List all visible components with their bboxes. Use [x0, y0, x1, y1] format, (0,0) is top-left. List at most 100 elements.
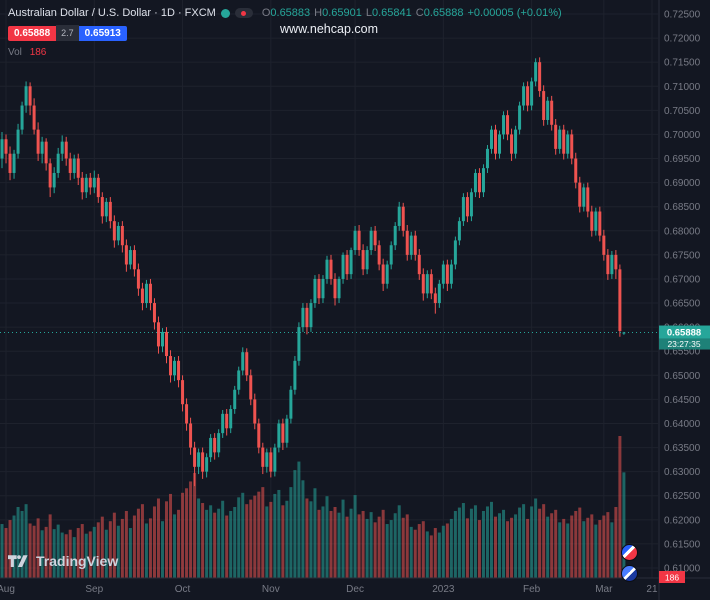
price-axis-label: 0.64000 [664, 419, 701, 430]
candle-body [76, 158, 80, 178]
candle-body [0, 139, 4, 159]
symbol-title[interactable]: Australian Dollar / U.S. Dollar · 1D · F… [8, 7, 216, 19]
candle-body [522, 86, 526, 106]
candle-body [618, 269, 622, 331]
volume-bar [445, 523, 449, 578]
volume-bar [205, 509, 209, 578]
candle-body [229, 409, 233, 429]
volume-bar [156, 498, 160, 578]
candle-body [124, 245, 128, 265]
volume-bar [108, 521, 112, 578]
volume-bar [136, 508, 140, 578]
sell-button[interactable]: 0.65888 [8, 25, 57, 41]
high-value: 0.65901 [322, 7, 362, 19]
volume-bar [526, 518, 530, 578]
volume-bar [337, 512, 341, 578]
volume-label: Vol [8, 47, 22, 58]
volume-bar [221, 500, 225, 578]
volume-bar [80, 524, 84, 578]
countdown-text: 23:27:35 [667, 339, 700, 349]
volume-bar [289, 487, 293, 578]
candle-body [566, 134, 570, 154]
candle-body [88, 177, 92, 188]
legend-toggle-icon[interactable] [234, 8, 253, 18]
time-axis-label: Dec [346, 584, 364, 595]
volume-bar [437, 532, 441, 578]
volume-bar [285, 500, 289, 578]
volume-bar [0, 524, 4, 578]
volume-bar [88, 531, 92, 578]
volume-bar [209, 505, 213, 578]
volume-bar [104, 529, 108, 578]
close-label: C [415, 7, 424, 19]
candle-body [369, 230, 373, 251]
volume-bar [148, 518, 152, 578]
price-axis-label: 0.64500 [664, 395, 701, 406]
volume-bar [60, 532, 64, 578]
volume-bar [421, 521, 425, 578]
volume-bar [345, 516, 349, 578]
candle-body [425, 274, 429, 294]
status-dot-icon[interactable] [220, 8, 230, 18]
candle-body [205, 457, 209, 472]
candle-body [405, 230, 409, 255]
candle-body [209, 437, 213, 458]
price-axis-label: 0.69500 [664, 154, 701, 165]
volume-bar [510, 517, 514, 578]
candle-body [614, 254, 618, 270]
volume-bar [76, 528, 80, 578]
volume-bar [120, 518, 124, 578]
volume-bar [140, 504, 144, 578]
candle-body [457, 221, 461, 241]
volume-bar [313, 488, 317, 578]
volume-bar [197, 498, 201, 578]
volume-bar [281, 505, 285, 578]
candle-body [273, 447, 277, 472]
candle-body [253, 399, 257, 424]
volume-bar [173, 514, 177, 578]
candle-body [193, 447, 197, 467]
volume-bar [385, 524, 389, 578]
volume-bar [558, 522, 562, 578]
candle-body [12, 153, 16, 173]
candle-body [313, 278, 317, 304]
candle-body [538, 62, 542, 92]
volume-bar [24, 504, 28, 578]
volume-bar [52, 529, 56, 578]
volume-bar [457, 507, 461, 578]
candle-body [177, 360, 181, 381]
volume-bar [20, 510, 24, 578]
price-axis-label: 0.61500 [664, 539, 701, 550]
countdown-tag [659, 338, 710, 350]
candle-body [602, 235, 606, 255]
tradingview-logo[interactable]: TradingView [8, 553, 118, 569]
bid-ask-widget: 0.65888 2.7 0.65913 [8, 25, 127, 41]
candle-body [361, 250, 365, 270]
candle-body [317, 278, 321, 299]
candle-body [197, 452, 201, 467]
volume-bar [594, 524, 598, 578]
candle-body [4, 139, 8, 154]
price-axis-label: 0.71000 [664, 82, 701, 93]
candle-body [622, 332, 626, 334]
volume-bar [32, 525, 36, 578]
buy-button[interactable]: 0.65913 [78, 25, 127, 41]
candle-body [453, 240, 457, 265]
watermark-text: www.nehcap.com [280, 22, 378, 36]
volume-bar [574, 510, 578, 578]
low-label: L [365, 7, 372, 19]
economic-event-icon-1[interactable] [621, 544, 638, 561]
volume-bar [433, 528, 437, 578]
volume-bar [165, 501, 169, 578]
volume-tag [659, 571, 685, 583]
candle-body [173, 360, 177, 376]
volume-bar [417, 524, 421, 578]
candle-body [169, 356, 173, 376]
candle-body [64, 141, 68, 159]
price-axis-label: 0.70000 [664, 130, 701, 141]
economic-event-icon-2[interactable] [621, 565, 638, 582]
price-axis-label: 0.62000 [664, 515, 701, 526]
candle-body [56, 153, 60, 173]
